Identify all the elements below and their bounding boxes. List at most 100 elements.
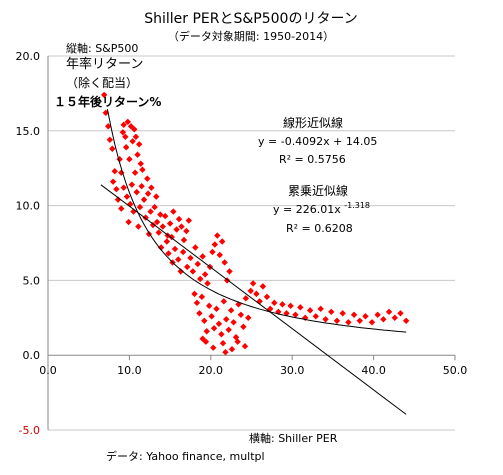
data-point xyxy=(356,317,363,324)
data-point xyxy=(374,311,381,319)
tick-labels: 20.0 15.0 10.0 5.0 0.0 -5.0 0.0 10.0 20.0 30.0 40.… xyxy=(16,50,468,437)
data-point xyxy=(111,167,118,175)
linear-fit-equation: y = -0.4092x + 14.05 xyxy=(258,135,377,148)
linear-fit-label: 線形近似線 xyxy=(283,115,343,130)
data-point xyxy=(209,248,216,256)
data-point xyxy=(128,181,136,188)
data-point xyxy=(219,340,227,347)
data-point xyxy=(226,268,233,275)
data-point xyxy=(102,109,109,117)
data-point xyxy=(312,313,320,320)
data-point xyxy=(137,160,144,167)
data-point xyxy=(178,223,185,230)
data-point xyxy=(140,196,148,203)
data-point xyxy=(106,136,114,143)
data-point xyxy=(237,311,245,319)
data-point xyxy=(333,317,341,324)
y-tick-label: 10.0 xyxy=(16,200,41,213)
data-point xyxy=(259,283,267,290)
data-point xyxy=(100,91,108,99)
data-point xyxy=(132,133,140,140)
data-point xyxy=(213,305,220,313)
data-point xyxy=(131,169,139,176)
power-fit-curve xyxy=(106,109,407,333)
y-axis-label-line-1: 縦軸: S&P500 xyxy=(66,41,138,55)
data-point xyxy=(173,226,180,233)
data-point xyxy=(205,302,213,310)
data-point xyxy=(227,307,235,314)
data-point xyxy=(170,208,177,215)
axes xyxy=(47,56,456,430)
data-point xyxy=(131,126,138,133)
data-point xyxy=(148,184,155,191)
data-point xyxy=(153,193,160,200)
data-point xyxy=(214,232,221,239)
data-point xyxy=(245,314,252,321)
data-point xyxy=(198,293,206,301)
data-point xyxy=(216,251,223,259)
x-tick-label: 40.0 xyxy=(361,364,386,377)
data-point xyxy=(306,307,314,314)
data-point xyxy=(113,185,120,193)
data-point xyxy=(183,227,190,235)
data-point xyxy=(127,200,134,208)
data-point xyxy=(147,208,154,215)
data-point xyxy=(149,221,157,229)
data-point xyxy=(201,317,208,324)
chart-subtitle: （データ対象期間: 1950-2014） xyxy=(168,29,334,43)
power-fit-label: 累乗近似線 xyxy=(288,183,348,198)
power-fit-exponent: -1.318 xyxy=(344,201,370,210)
data-point xyxy=(223,316,230,323)
data-point xyxy=(157,211,164,218)
data-point xyxy=(210,344,217,351)
data-point xyxy=(234,338,241,345)
data-point xyxy=(153,218,161,226)
data-point xyxy=(368,319,376,326)
data-point xyxy=(328,308,335,316)
data-point xyxy=(339,310,346,317)
data-point xyxy=(126,156,133,163)
data-point xyxy=(165,250,172,257)
y-tick-label: 15.0 xyxy=(16,125,41,138)
y-axis-label-line-4: １５年後リターン% xyxy=(54,94,161,109)
data-point xyxy=(208,313,215,320)
data-point xyxy=(134,151,141,158)
data-point xyxy=(241,343,249,350)
x-axis-label: 横軸: Shiller PER xyxy=(249,431,338,445)
x-tick-label: 20.0 xyxy=(199,364,224,377)
y-axis-label-line-2: 年率リターン xyxy=(66,56,143,72)
data-point xyxy=(215,320,223,327)
data-point xyxy=(201,271,209,278)
x-tick-label: 30.0 xyxy=(280,364,305,377)
data-point xyxy=(240,323,247,330)
data-point xyxy=(109,178,117,185)
data-point xyxy=(155,229,162,236)
data-point xyxy=(211,241,219,248)
data-point xyxy=(168,233,175,241)
data-point xyxy=(135,141,143,148)
data-point xyxy=(163,238,171,245)
data-point xyxy=(187,254,194,262)
data-point xyxy=(183,263,191,271)
y-tick-label: 20.0 xyxy=(16,50,41,63)
data-point xyxy=(247,287,254,295)
data-point xyxy=(263,293,271,301)
data-point xyxy=(380,316,387,323)
data-point xyxy=(157,244,165,251)
data-point xyxy=(222,349,229,356)
data-point xyxy=(139,166,146,173)
data-point xyxy=(185,217,193,224)
data-point xyxy=(385,308,393,316)
data-point xyxy=(119,129,127,136)
data-point xyxy=(189,268,197,275)
linear-fit-r2: R² = 0.5756 xyxy=(279,153,346,166)
data-point xyxy=(136,203,144,211)
data-point xyxy=(171,245,179,253)
data-point xyxy=(135,223,142,230)
data-point xyxy=(196,310,203,317)
data-point xyxy=(193,299,201,307)
data-point xyxy=(279,301,286,308)
y-tick-label: -5.0 xyxy=(19,424,40,437)
